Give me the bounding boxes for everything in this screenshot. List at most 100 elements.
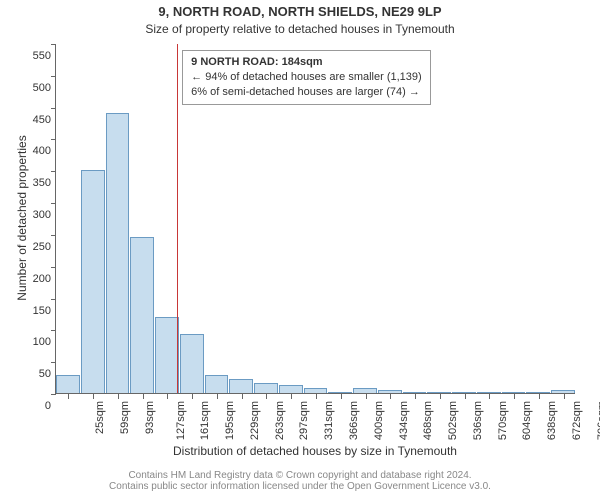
y-tick-label: 50 — [39, 368, 51, 380]
x-tick — [118, 394, 119, 399]
histogram-bar — [180, 334, 204, 393]
x-tick-label: 127sqm — [175, 401, 187, 440]
y-tick — [51, 203, 56, 204]
footer-line-1: Contains HM Land Registry data © Crown c… — [0, 470, 600, 481]
y-tick — [51, 394, 56, 395]
x-tick — [266, 394, 267, 399]
y-tick — [51, 267, 56, 268]
x-tick — [564, 394, 565, 399]
histogram-bar — [502, 392, 526, 393]
x-tick-label: 536sqm — [472, 401, 484, 440]
y-tick — [51, 330, 56, 331]
x-tick — [192, 394, 193, 399]
y-tick-label: 400 — [33, 145, 51, 157]
y-tick-label: 500 — [33, 82, 51, 94]
histogram-bar — [279, 385, 303, 393]
callout-smaller: ← 94% of detached houses are smaller (1,… — [191, 70, 422, 85]
chart-footer: Contains HM Land Registry data © Crown c… — [0, 470, 600, 492]
y-tick — [51, 76, 56, 77]
y-tick — [51, 362, 56, 363]
x-tick-label: 331sqm — [323, 401, 335, 440]
y-tick-label: 150 — [33, 305, 51, 317]
callout-larger: 6% of semi-detached houses are larger (7… — [191, 85, 422, 100]
y-tick-label: 200 — [33, 273, 51, 285]
y-tick-label: 250 — [33, 241, 51, 253]
histogram-bar — [452, 392, 476, 393]
chart-subtitle: Size of property relative to detached ho… — [0, 22, 600, 36]
x-tick — [366, 394, 367, 399]
x-tick-label: 93sqm — [144, 401, 156, 434]
histogram-bar — [427, 392, 451, 393]
x-tick — [242, 394, 243, 399]
x-axis-title: Distribution of detached houses by size … — [55, 444, 575, 458]
x-tick-label: 400sqm — [373, 401, 385, 440]
y-axis-title: Number of detached properties — [15, 118, 29, 318]
x-tick-label: 638sqm — [546, 401, 558, 440]
x-tick-label: 25sqm — [94, 401, 106, 434]
x-tick — [68, 394, 69, 399]
histogram-bar — [403, 392, 427, 393]
y-tick — [51, 139, 56, 140]
y-tick-label: 0 — [45, 400, 51, 412]
histogram-bar — [229, 379, 253, 393]
marker-line — [177, 44, 178, 393]
x-tick — [489, 394, 490, 399]
y-tick — [51, 299, 56, 300]
histogram-bar — [106, 113, 130, 393]
x-tick-label: 59sqm — [119, 401, 131, 434]
x-tick — [440, 394, 441, 399]
footer-line-2: Contains public sector information licen… — [0, 481, 600, 492]
histogram-bar — [378, 390, 402, 393]
chart-root: 9, NORTH ROAD, NORTH SHIELDS, NE29 9LP S… — [0, 0, 600, 500]
x-tick-label: 570sqm — [497, 401, 509, 440]
histogram-bar — [81, 170, 105, 393]
x-tick-label: 366sqm — [348, 401, 360, 440]
y-tick-label: 100 — [33, 336, 51, 348]
x-tick-label: 604sqm — [521, 401, 533, 440]
x-tick — [539, 394, 540, 399]
callout-title: 9 NORTH ROAD: 184sqm — [191, 55, 422, 70]
callout-box: 9 NORTH ROAD: 184sqm← 94% of detached ho… — [182, 50, 431, 105]
histogram-bar — [304, 388, 328, 393]
histogram-bar — [526, 392, 550, 393]
x-tick-label: 502sqm — [447, 401, 459, 440]
histogram-bar — [254, 383, 278, 393]
chart-title: 9, NORTH ROAD, NORTH SHIELDS, NE29 9LP — [0, 4, 600, 19]
x-tick — [341, 394, 342, 399]
y-tick-label: 300 — [33, 209, 51, 221]
x-tick — [465, 394, 466, 399]
x-tick-label: 672sqm — [571, 401, 583, 440]
x-tick — [316, 394, 317, 399]
y-tick — [51, 171, 56, 172]
histogram-bar — [551, 390, 575, 393]
x-tick — [167, 394, 168, 399]
histogram-bar — [205, 375, 229, 393]
histogram-bar — [130, 237, 154, 393]
x-tick-label: 263sqm — [274, 401, 286, 440]
x-tick — [217, 394, 218, 399]
y-tick — [51, 235, 56, 236]
x-tick-label: 195sqm — [224, 401, 236, 440]
histogram-bar — [353, 388, 377, 393]
x-tick-label: 161sqm — [200, 401, 212, 440]
x-tick — [415, 394, 416, 399]
x-tick — [390, 394, 391, 399]
histogram-bar — [328, 392, 352, 393]
x-tick — [93, 394, 94, 399]
x-tick-label: 229sqm — [249, 401, 261, 440]
histogram-bar — [56, 375, 80, 393]
histogram-bar — [155, 317, 179, 393]
y-tick — [51, 108, 56, 109]
y-tick-label: 350 — [33, 177, 51, 189]
x-tick — [514, 394, 515, 399]
y-tick-label: 550 — [33, 50, 51, 62]
y-tick — [51, 44, 56, 45]
x-tick — [143, 394, 144, 399]
x-tick-label: 706sqm — [596, 401, 600, 440]
x-tick — [291, 394, 292, 399]
x-tick-label: 434sqm — [398, 401, 410, 440]
histogram-bar — [477, 392, 501, 393]
y-tick-label: 450 — [33, 114, 51, 126]
x-tick-label: 297sqm — [299, 401, 311, 440]
x-tick-label: 468sqm — [422, 401, 434, 440]
